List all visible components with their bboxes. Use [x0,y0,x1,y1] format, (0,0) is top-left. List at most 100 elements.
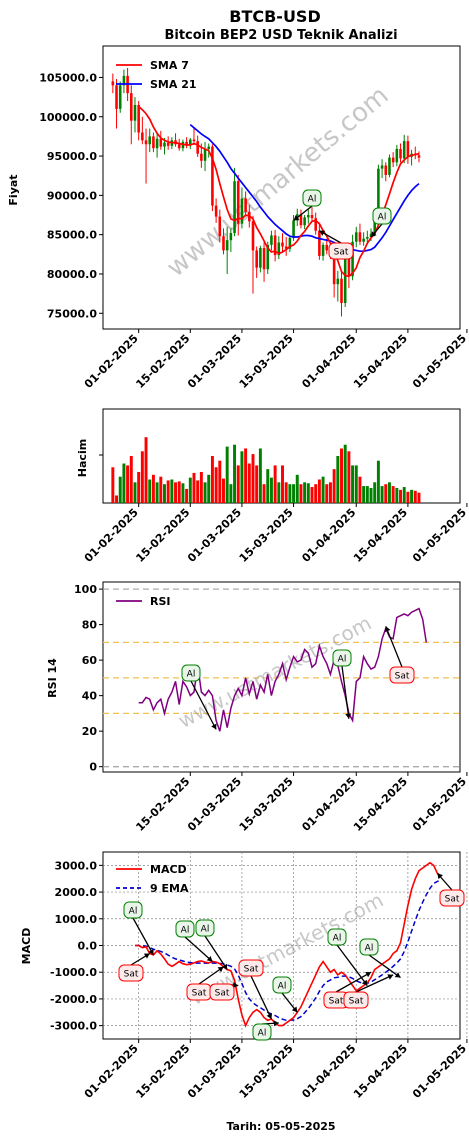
candle-body [163,142,166,147]
volume-bar [247,463,251,503]
buy-signal-box [359,938,379,956]
date-footer: Tarih: 05-05-2025 [226,1120,335,1133]
candle-body [266,244,270,270]
candle-body [196,141,199,154]
buy-signal-label: Al [338,655,347,665]
candle-body [369,233,373,238]
candle-body [240,198,244,224]
volume-bar [402,487,406,503]
candle-body [384,165,388,175]
signal-arrowhead [221,963,228,970]
candle-body [111,81,115,86]
candle-body [351,241,354,277]
candle-body [288,237,292,249]
volume-bar [144,437,148,503]
volume-bar [391,486,395,503]
volume-x-label: 15-02-2025 [133,506,192,565]
signal-arrowhead [266,1013,272,1019]
volume-x-label: 01-02-2025 [82,506,141,565]
sell-signal-box [209,983,235,1001]
price-x-label: 01-03-2025 [185,332,244,391]
volume-bar [336,456,340,503]
candle-body [321,244,325,256]
volume-bar [255,465,259,503]
volume-bar [192,472,196,503]
volume-bar [207,474,211,503]
volume-bar [387,482,391,503]
signal-arrow [184,936,213,963]
candle-body [292,220,295,238]
volume-bar [376,460,380,503]
volume-bar [347,451,351,503]
rsi-x-label: 15-03-2025 [237,775,296,834]
signal-arrow [355,974,394,993]
volume-bar [417,492,421,503]
signal-arrow [336,944,368,986]
candle-body [177,144,181,149]
candle-body [200,153,203,161]
volume-bar [111,467,115,503]
signal-arrowhead [206,955,213,962]
candle-body [166,142,170,146]
candle-body [325,244,329,251]
price-x-label: 01-04-2025 [299,332,358,391]
signal-arrowhead [384,626,391,633]
volume-bar [365,486,369,503]
volume-bar [218,460,222,503]
volume-bar [299,484,303,503]
volume-bar [233,444,237,503]
signal-arrowhead [345,713,352,719]
volume-bar [196,480,200,503]
candle-body [347,254,351,277]
price-y-label: 95000.0 [47,150,97,163]
sell-signal-label: Sat [192,989,207,999]
volume-bar [181,483,185,503]
rsi-y-label: 40 [82,690,98,703]
candle-body [185,141,188,146]
candle-body [281,242,284,247]
price-y-label: 75000.0 [47,307,97,320]
volume-bar [288,484,292,503]
candle-body [318,230,321,256]
volume-bar [203,482,207,503]
rsi-x-label: 15-02-2025 [133,775,192,834]
signal-arrowhead [273,1020,279,1027]
candle-body [284,246,288,249]
candle-body [192,139,196,142]
volume-bar [354,465,358,503]
volume-bar [140,451,144,503]
candle-body [207,146,211,149]
buy-signal-label: Al [333,934,342,944]
volume-bar [380,486,384,503]
volume-bar [166,480,170,503]
signal-arrow [341,665,350,719]
macd-y-label: 3000.0 [55,859,98,872]
volume-bar [151,474,155,503]
buy-signal-box [181,664,201,682]
candle-body [259,248,262,268]
rsi-x-label: 15-04-2025 [351,775,410,834]
candle-body [391,157,395,163]
candle-body [399,148,402,159]
buy-signal-label: Al [187,670,196,680]
candle-body [343,254,347,304]
volume-x-label: 01-04-2025 [299,506,358,565]
price-panel-frame [102,45,461,330]
rsi-y-label: 100 [74,583,97,596]
candle-body [395,148,399,163]
volume-bar [395,487,399,503]
volume-x-label: 01-05-2025 [410,506,469,565]
candle-body [303,217,306,226]
candle-body [377,168,380,216]
volume-bar [328,482,332,503]
legend-label: SMA 7 [150,59,189,72]
volume-bar [351,465,355,503]
buy-signal-label: Al [201,925,210,935]
price-y-axis-label: Fiyat [7,174,20,205]
candle-body [314,218,317,231]
volume-bar [199,471,203,503]
volume-bar [126,465,130,503]
legend-label: RSI [150,595,171,608]
volume-bar [155,482,159,503]
price-x-label: 15-03-2025 [237,332,296,391]
